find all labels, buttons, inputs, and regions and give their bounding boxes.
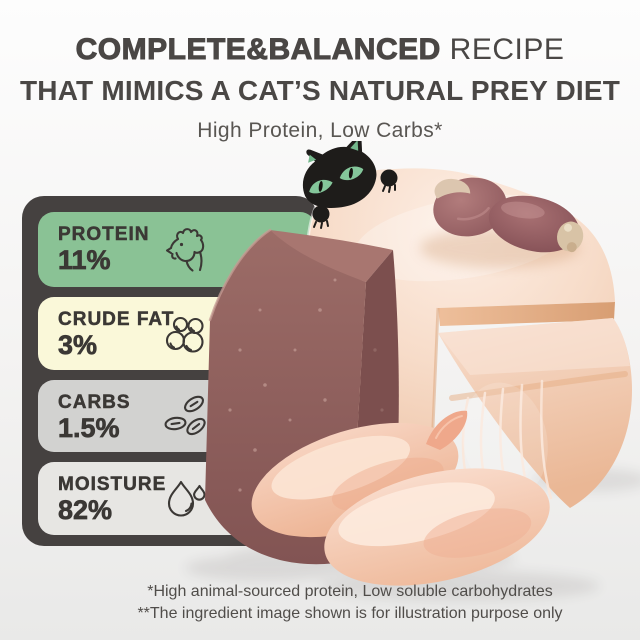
cat-head bbox=[302, 141, 377, 208]
chicken-icon bbox=[162, 226, 210, 274]
chicken-hearts bbox=[420, 177, 584, 268]
black-cat-illustration bbox=[302, 141, 398, 229]
water-drop-icon bbox=[162, 475, 210, 523]
nutrient-label: MOISTURE bbox=[58, 474, 167, 496]
title-strong: COMPLETE&BALANCED bbox=[75, 33, 441, 67]
cat-ear-left bbox=[308, 154, 317, 163]
nutrient-value: 82% bbox=[58, 495, 113, 526]
nutrient-value: 3% bbox=[58, 330, 98, 361]
nutrient-label: PROTEIN bbox=[58, 224, 150, 246]
grains-icon bbox=[162, 392, 210, 440]
header: COMPLETE&BALANCED RECIPE THAT MIMICS A C… bbox=[0, 33, 640, 143]
nutrient-value: 11% bbox=[58, 245, 111, 276]
footnote-1: *High animal-sourced protein, Low solubl… bbox=[147, 583, 553, 600]
nutrient-label: CRUDE FAT bbox=[58, 309, 175, 331]
cut-wedge-slice bbox=[438, 318, 632, 508]
footnote-2: **The ingredient image shown is for illu… bbox=[137, 605, 563, 622]
title-line1: COMPLETE&BALANCED RECIPE bbox=[0, 33, 640, 67]
cat-ear-right bbox=[350, 141, 359, 151]
footnotes: *High animal-sourced protein, Low solubl… bbox=[70, 581, 630, 625]
fat-droplets-icon bbox=[162, 310, 210, 358]
nutrient-value: 1.5% bbox=[58, 413, 120, 444]
ingredients-illustration bbox=[185, 168, 640, 601]
subtitle: High Protein, Low Carbs* bbox=[197, 118, 443, 142]
nutrient-label: CARBS bbox=[58, 392, 131, 414]
title-light: RECIPE bbox=[449, 33, 565, 66]
chicken-fillets bbox=[251, 410, 550, 586]
cat-paws bbox=[312, 169, 398, 229]
title-line2: THAT MIMICS A CAT’S NATURAL PREY DIET bbox=[19, 75, 621, 106]
